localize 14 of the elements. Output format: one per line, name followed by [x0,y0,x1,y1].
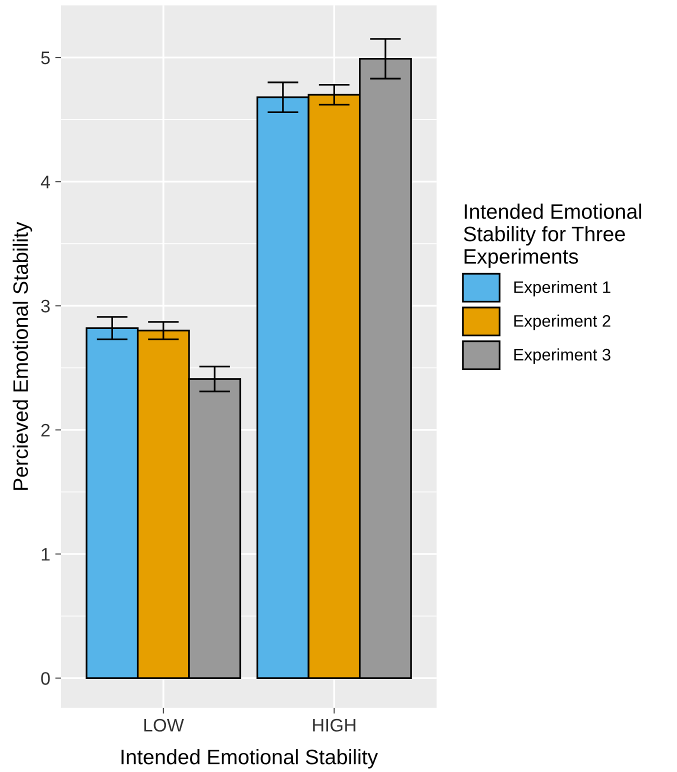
y-tick-label: 1 [42,548,50,561]
x-axis-title: Intended Emotional Stability [122,749,378,768]
y-tick-label: 2 [41,424,50,436]
x-tick-label: LOW [144,718,184,732]
legend-label: Experiment 2 [514,314,610,330]
legend-label: Experiment 1 [514,280,610,296]
y-axis-title: Percieved Emotional Stability [12,222,32,490]
legend-label: Experiment 3 [514,348,610,364]
y-tick-label: 4 [40,176,50,188]
x-tick-label: HIGH [313,718,356,732]
legend-title: Intended Emotional Stability for Three Experiments [464,204,642,268]
y-tick-label: 5 [41,52,50,64]
y-tick-label: 0 [41,672,50,685]
y-tick-label: 3 [41,300,50,312]
